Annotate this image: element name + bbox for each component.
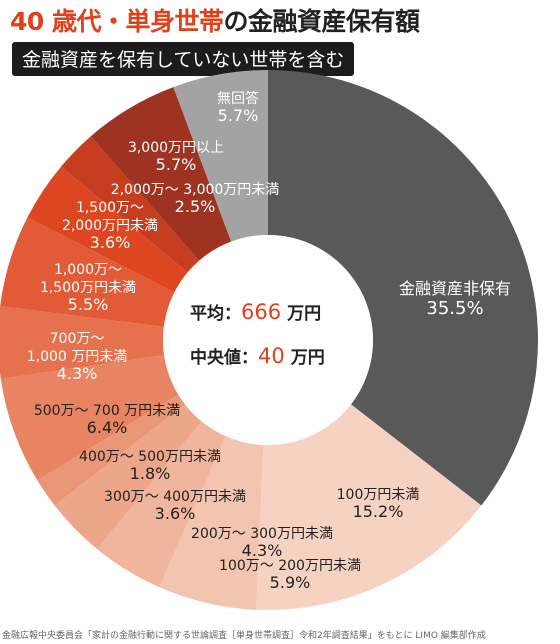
slice-7 [0, 306, 165, 379]
center-stats: 平均：666 万円 中央値：40 万円 [190, 300, 325, 368]
slice-percent-9: 3.6% [90, 233, 131, 252]
slice-category-11: 3,000万円以上 [128, 140, 224, 156]
slice-category-3: 200万～ 300万円未満 [191, 526, 333, 542]
slice-label-0: 金融資産非保有 35.5% [399, 279, 511, 319]
median-stat: 中央値：40 万円 [190, 344, 325, 368]
slice-percent-5: 1.8% [130, 464, 171, 483]
chart-subtitle: 金融資産を保有していない世帯を含む [12, 42, 355, 76]
slice-label-7: 700万～ 1,000 万円未満 4.3% [27, 331, 128, 383]
slice-category-9: 2,000万円未満 [62, 218, 158, 234]
mean-label: 平均： [190, 303, 241, 324]
slice-category-1: 100万円未満 [337, 487, 420, 503]
slice-category-10: 2,000万～ 3,000万円未満 [111, 182, 280, 198]
slice-11 [90, 87, 232, 261]
chart-title-rest: の金融資産保有額 [223, 7, 421, 36]
slice-10 [61, 136, 200, 273]
slice-label-5: 400万～ 500万円未満 1.8% [79, 449, 221, 483]
median-unit: 万円 [290, 348, 325, 368]
mean-unit: 万円 [286, 304, 321, 324]
slice-labels: 金融資産非保有 35.5% 100万円未満 15.2% 100万～ 200万円未満 5.9… [27, 90, 511, 592]
median-value: 40 [258, 344, 285, 368]
slice-category-7: 700万～ [50, 331, 105, 347]
slice-8 [0, 217, 175, 327]
slice-label-10: 2,000万～ 3,000万円未満 2.5% [111, 182, 280, 216]
slice-label-12: 無回答 5.7% [217, 90, 259, 125]
slice-label-1: 100万円未満 15.2% [337, 487, 420, 521]
slice-3 [97, 421, 226, 588]
slice-category-4: 300万～ 400万円未満 [104, 489, 246, 505]
chart-title: 40 歳代・単身世帯の金融資産保有額 [10, 2, 420, 38]
slice-category-5: 400万～ 500万円未満 [79, 449, 221, 465]
mean-value: 666 [241, 300, 281, 324]
slice-percent-4: 3.6% [155, 504, 196, 523]
slice-category-8: 1,500万円未満 [40, 280, 136, 296]
slice-category-12: 無回答 [217, 90, 259, 107]
slice-1 [256, 404, 482, 611]
slice-category-6: 500万～ 700 万円未満 [34, 403, 180, 419]
slice-label-4: 300万～ 400万円未満 3.6% [104, 489, 246, 523]
slice-category-8: 1,000万～ [54, 262, 122, 278]
slice-label-3: 200万～ 300万円未満 4.3% [191, 526, 333, 560]
slice-percent-1: 15.2% [353, 502, 404, 521]
slice-percent-11: 5.7% [156, 155, 197, 174]
slice-label-2: 100万～ 200万円未満 5.9% [219, 558, 361, 592]
slice-2 [159, 436, 264, 610]
slice-12 [173, 70, 268, 242]
slice-percent-2: 5.9% [270, 573, 311, 592]
slice-category-9: 1,500万～ [76, 200, 144, 216]
slice-category-7: 1,000 万円未満 [27, 349, 128, 365]
slice-4 [54, 404, 202, 550]
source-note: 金融広報中央委員会「家計の金融行動に関する世論調査［単身世帯調査］令和2年調査結… [2, 631, 486, 641]
slice-0 [268, 70, 538, 506]
slice-label-8: 1,000万～ 1,500万円未満 5.5% [40, 262, 136, 314]
slice-percent-12: 5.7% [218, 106, 259, 125]
slice-6 [0, 355, 179, 481]
slice-percent-7: 4.3% [57, 364, 98, 383]
donut-slices [0, 70, 538, 611]
slice-percent-8: 5.5% [68, 295, 109, 314]
slice-label-11: 3,000万円以上 5.7% [128, 140, 224, 174]
slice-percent-10: 2.5% [175, 197, 216, 216]
donut-hole [163, 235, 373, 445]
slice-label-6: 500万～ 700 万円未満 6.4% [34, 403, 180, 437]
slice-category-0: 金融資産非保有 [399, 279, 511, 298]
chart-title-accent: 40 歳代・単身世帯 [10, 7, 224, 36]
slice-category-2: 100万～ 200万円未満 [219, 558, 361, 574]
slice-percent-0: 35.5% [426, 298, 483, 319]
slice-percent-6: 6.4% [87, 418, 128, 437]
median-label: 中央値： [190, 347, 258, 368]
mean-stat: 平均：666 万円 [190, 300, 321, 324]
slice-label-9: 1,500万～ 2,000万円未満 3.6% [62, 200, 158, 252]
slice-9 [27, 166, 188, 293]
slice-5 [37, 394, 186, 506]
slice-percent-3: 4.3% [242, 541, 283, 560]
